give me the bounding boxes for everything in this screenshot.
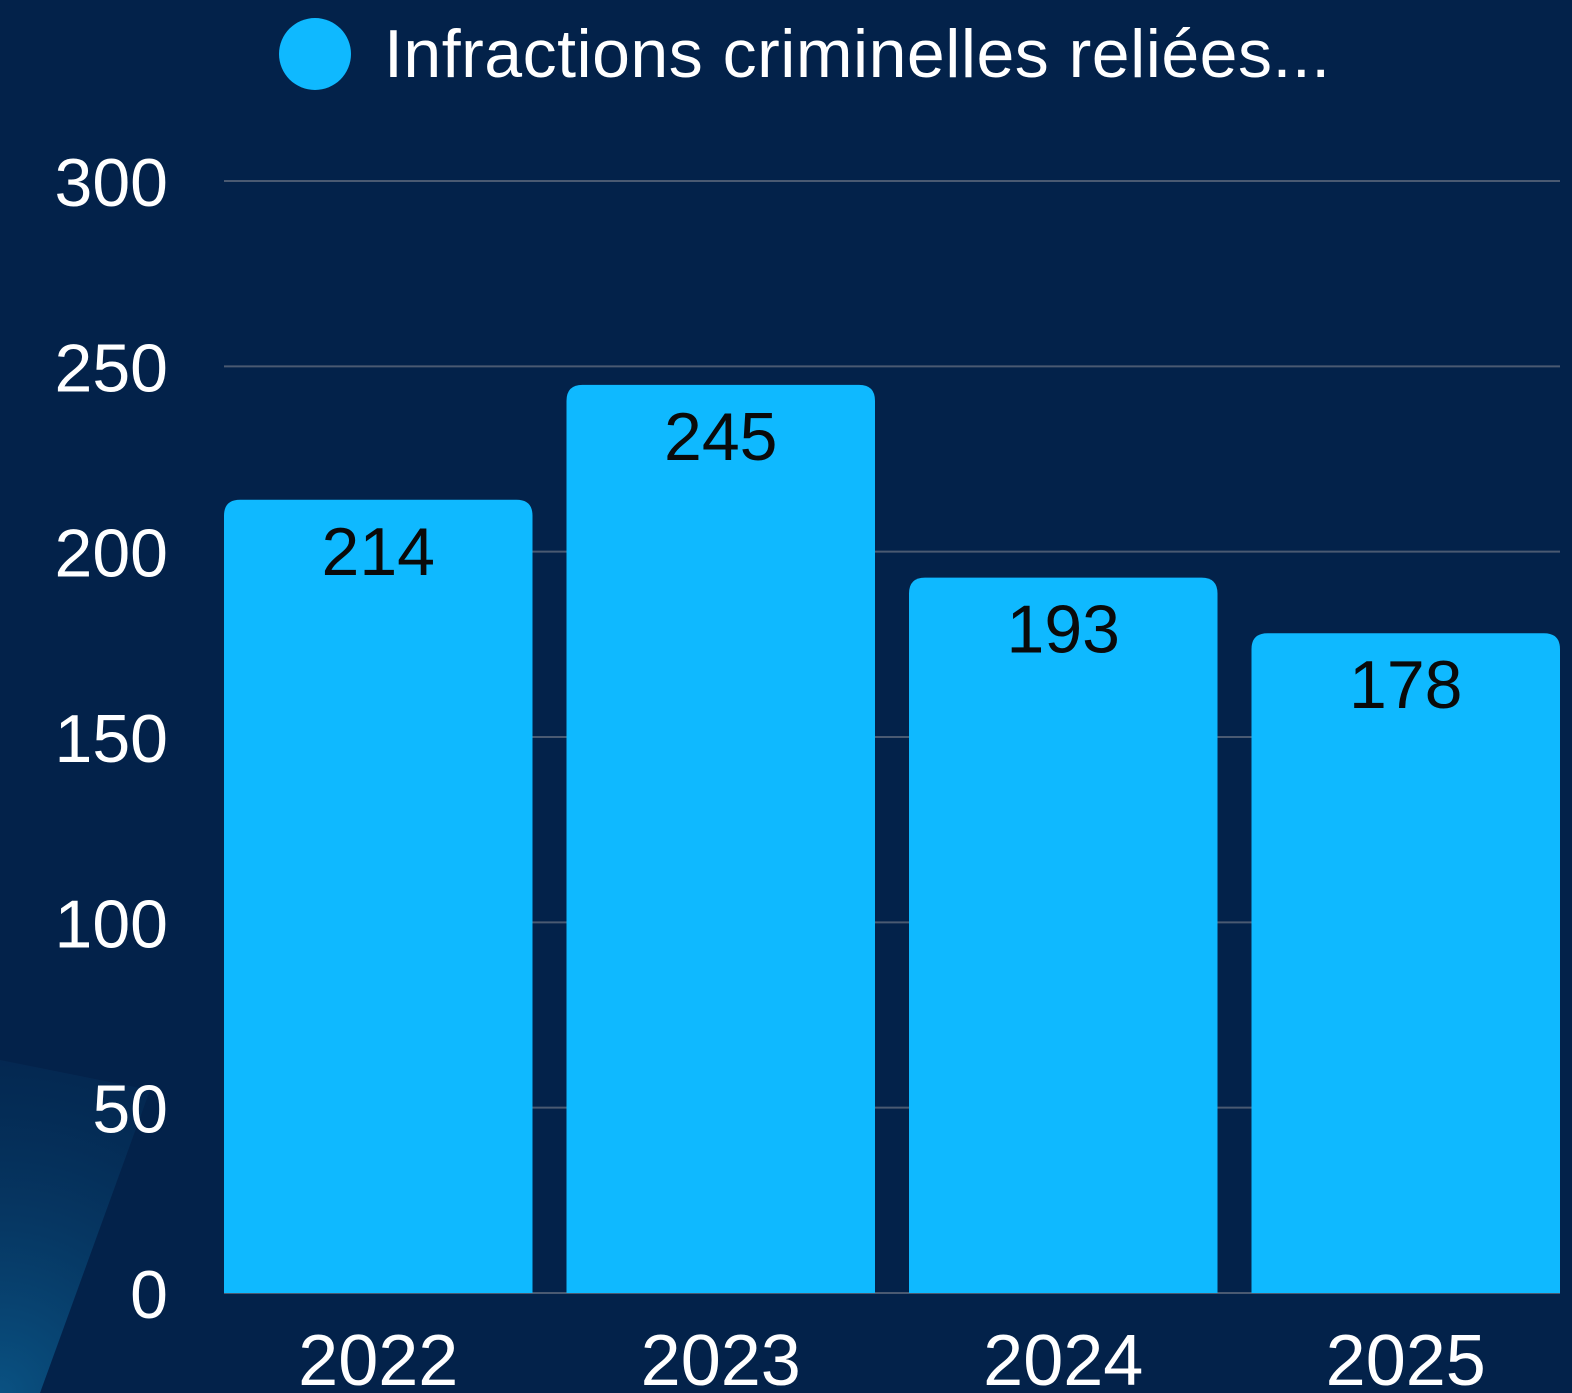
y-tick-label: 50 [92,1072,168,1148]
x-tick-label-2022: 2022 [298,1321,458,1393]
bar-2023 [566,384,875,1293]
data-label-2023: 245 [664,399,777,475]
y-tick-label: 150 [55,701,168,777]
bar-2025 [1251,633,1560,1293]
data-label-2022: 214 [322,514,435,590]
bar-2024 [909,577,1218,1293]
legend-swatch-icon [279,18,351,90]
y-tick-label: 100 [55,886,168,962]
bars [224,384,1560,1294]
x-axis-ticks: 2022 2023 2024 2025 [298,1321,1486,1393]
x-tick-label-2024: 2024 [983,1321,1143,1393]
chart-legend: Infractions criminelles reliées... [279,14,1331,94]
y-axis-ticks: 0 50 100 150 200 250 300 [55,145,168,1333]
legend-label: Infractions criminelles reliées... [384,16,1331,92]
data-labels: 214 245 193 178 [322,399,1463,723]
bar-2022 [224,499,533,1294]
y-tick-label: 200 [55,516,168,592]
data-label-2024: 193 [1007,592,1120,668]
data-label-2025: 178 [1349,647,1462,723]
y-tick-label: 250 [55,330,168,406]
x-tick-label-2025: 2025 [1326,1321,1486,1393]
x-tick-label-2023: 2023 [641,1321,801,1393]
y-tick-label: 300 [55,145,168,221]
y-tick-label: 0 [130,1257,168,1333]
